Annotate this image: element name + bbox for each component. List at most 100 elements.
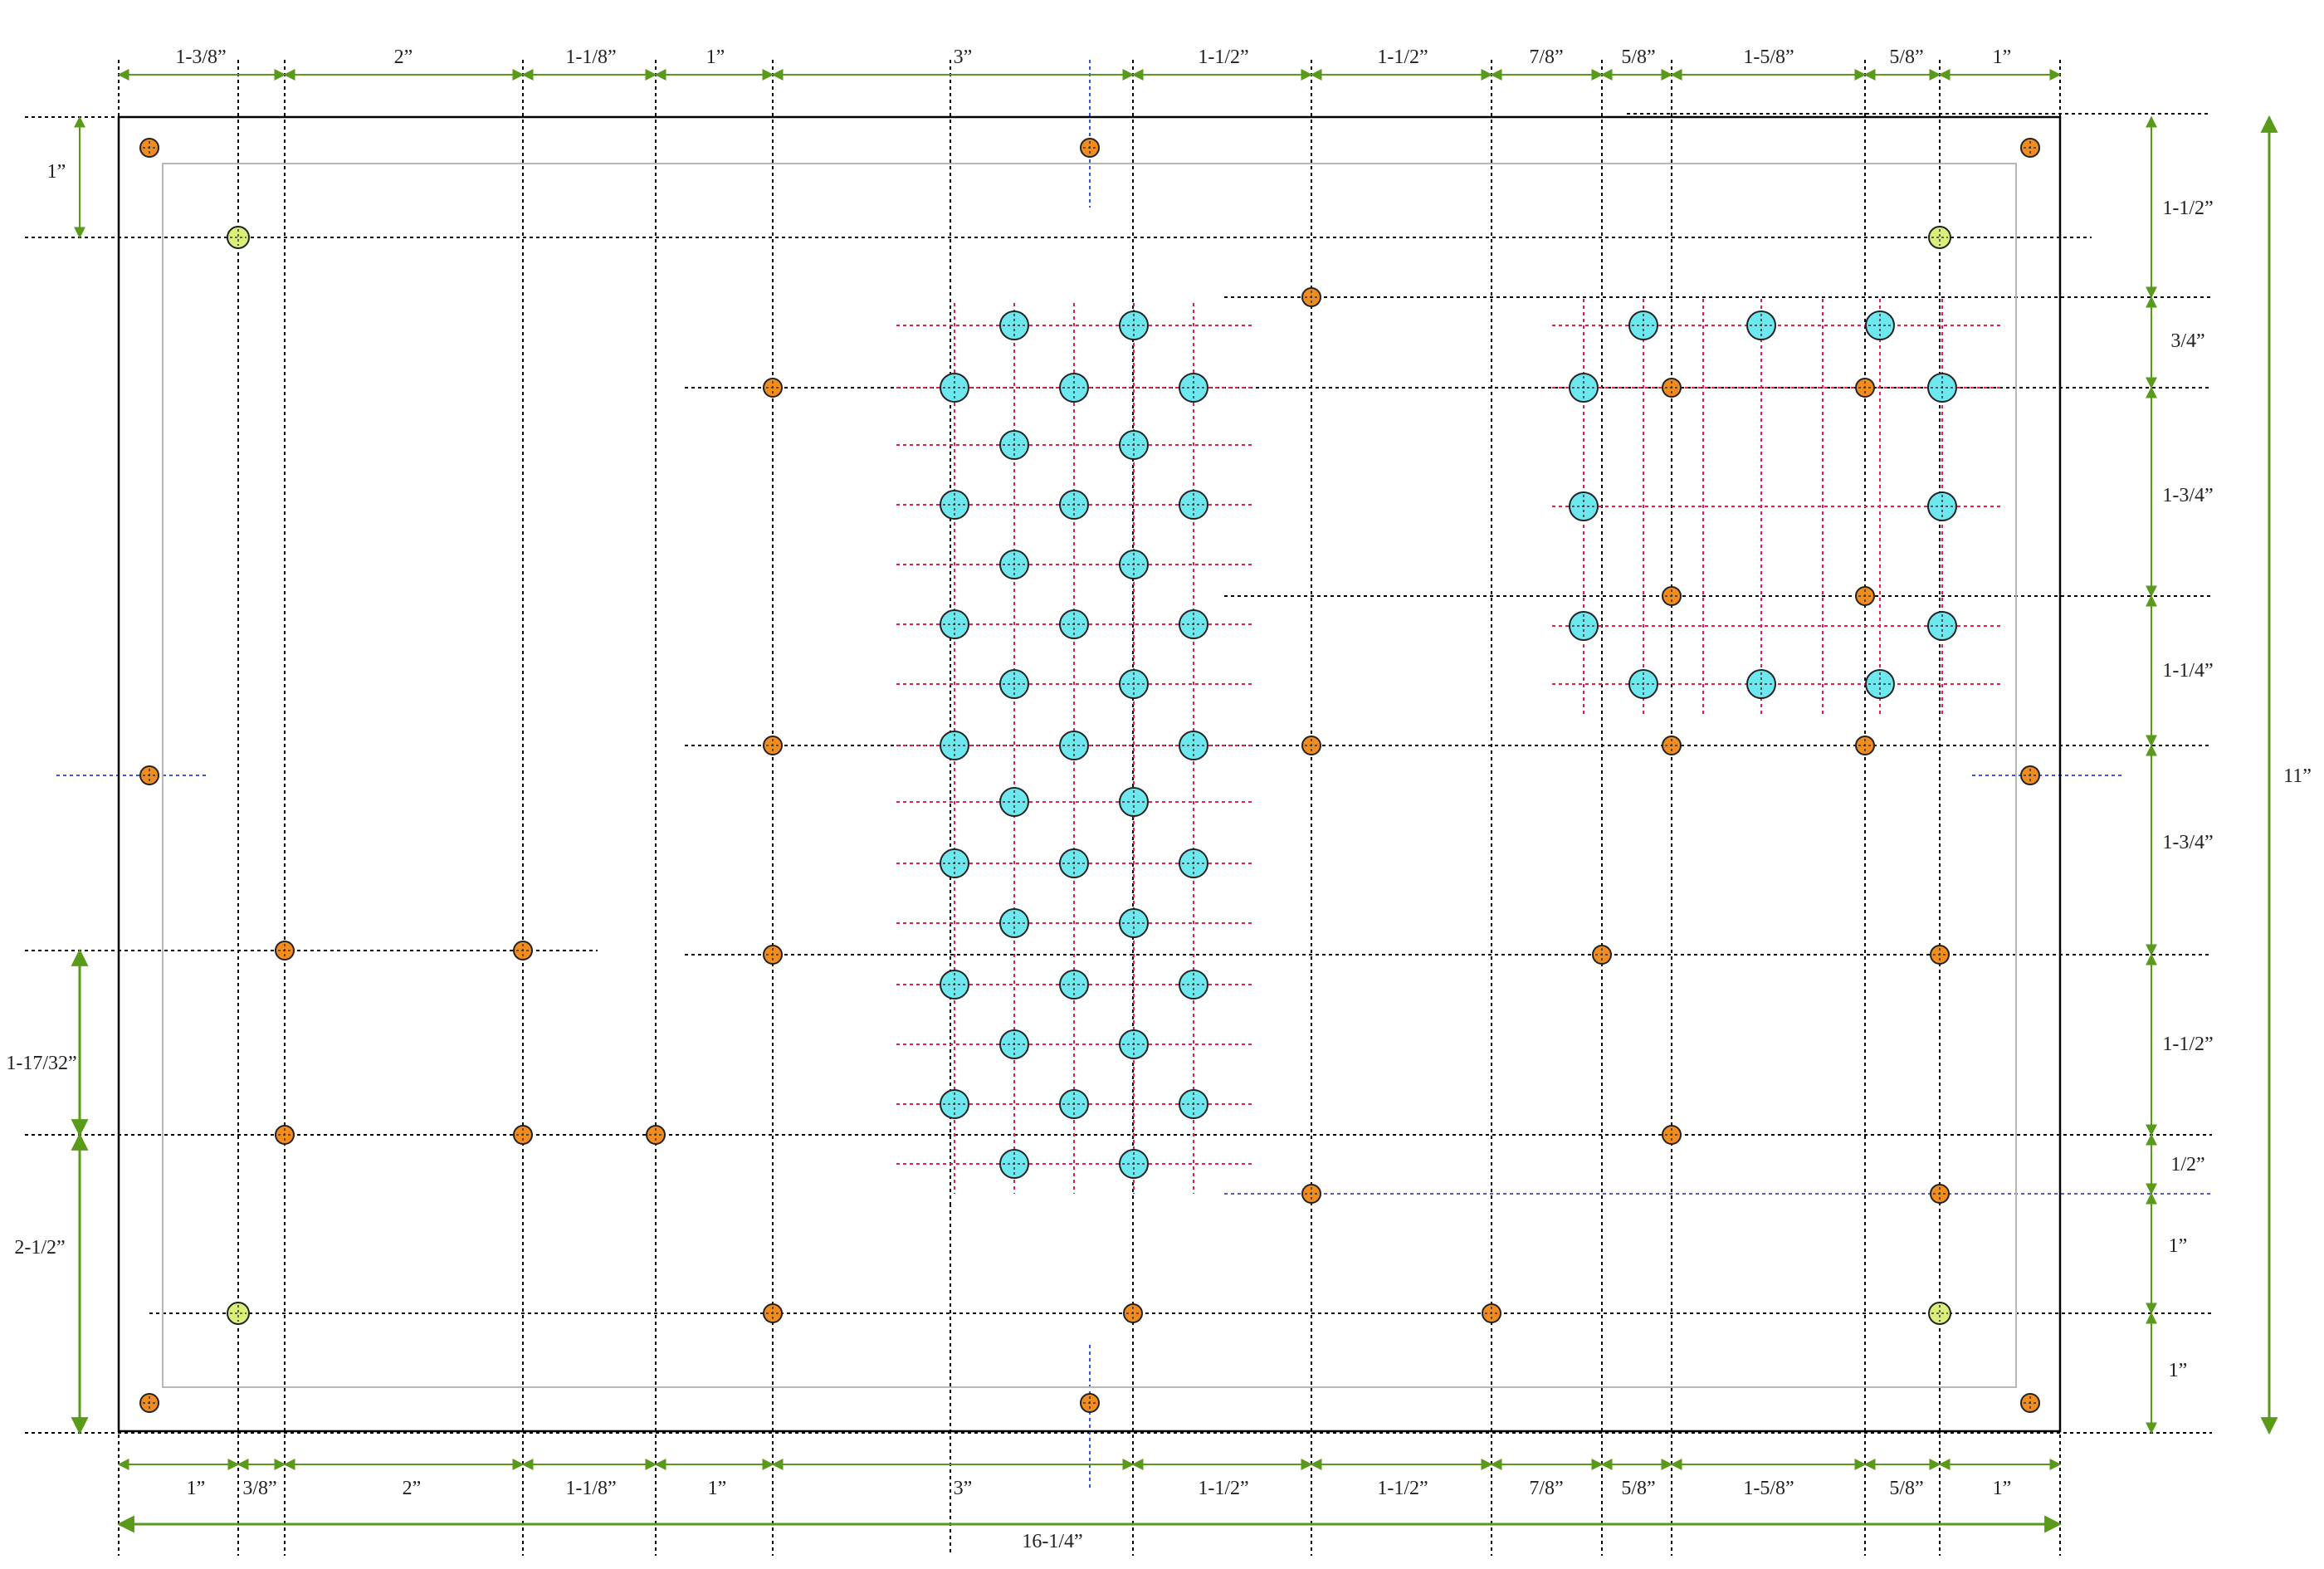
dimension-arrows (71, 69, 2278, 1533)
mount-hole (1662, 586, 1682, 606)
mount-hole (1301, 1184, 1321, 1204)
top-dim-label: 3” (954, 46, 973, 68)
right-dim-label: 1/2” (2170, 1154, 2204, 1176)
mount-hole (1592, 945, 1612, 965)
key-hole (1179, 609, 1208, 639)
mount-hole (139, 138, 159, 158)
alignment-hole-body (1928, 1302, 1951, 1325)
key-hole (1119, 430, 1149, 460)
key-hole (1179, 1089, 1208, 1119)
bottom-dim-label: 5/8” (1889, 1478, 1923, 1499)
mount-hole (1123, 1303, 1143, 1323)
key-hole (940, 848, 969, 878)
bottom-dim-label: 1-1/2” (1198, 1478, 1248, 1499)
key-hole (1865, 310, 1895, 340)
key-hole (1059, 490, 1089, 520)
alignment-hole (227, 226, 250, 249)
right-dim-label: 1” (2169, 1360, 2188, 1381)
key-hole (999, 550, 1029, 579)
right-dim-label: 1-1/2” (2162, 1034, 2213, 1055)
key-hole (999, 787, 1029, 817)
mount-hole (763, 1303, 783, 1323)
key-hole (1179, 373, 1208, 403)
alignment-hole-body (227, 226, 250, 249)
key-hole (1628, 310, 1658, 340)
mount-hole (139, 765, 159, 785)
key-hole (999, 1149, 1029, 1179)
bottom-dim-label: 5/8” (1621, 1478, 1655, 1499)
bottom-dim-label: 7/8” (1529, 1478, 1563, 1499)
key-hole (1746, 669, 1776, 699)
top-dim-label: 1-5/8” (1743, 46, 1794, 68)
key-hole (940, 609, 969, 639)
key-hole (1119, 550, 1149, 579)
key-hole (1179, 731, 1208, 760)
mount-hole (1855, 586, 1875, 606)
top-dim-label: 7/8” (1529, 46, 1563, 68)
key-hole (1119, 787, 1149, 817)
mount-hole (1482, 1303, 1501, 1323)
mount-hole (1930, 945, 1950, 965)
key-hole (940, 1089, 969, 1119)
mount-hole (513, 941, 533, 960)
mount-hole (1080, 1393, 1100, 1413)
bottom-dim-label: 1” (187, 1478, 206, 1499)
key-hole (1059, 731, 1089, 760)
right-dim-label: 1-1/4” (2162, 660, 2213, 682)
key-hole (940, 490, 969, 520)
bottom-dim-label: 3” (954, 1478, 973, 1499)
bottom-dim-label: 3/8” (242, 1478, 276, 1499)
overall-width-label: 16-1/4” (1022, 1531, 1082, 1552)
bottom-dim-label: 1-5/8” (1743, 1478, 1794, 1499)
mount-hole (1855, 736, 1875, 755)
key-hole (1119, 1149, 1149, 1179)
mount-hole (2020, 765, 2040, 785)
key-hole (999, 430, 1029, 460)
top-dim-label: 1” (1993, 46, 2012, 68)
mount-hole (763, 945, 783, 965)
key-hole (1927, 373, 1957, 403)
key-hole (1119, 1029, 1149, 1059)
left-dim-label: 1-17/32” (6, 1053, 76, 1074)
guide-lines (25, 60, 2212, 1556)
key-hole (999, 908, 1029, 938)
bottom-dim-label: 1-1/2” (1377, 1478, 1428, 1499)
key-hole (1927, 611, 1957, 641)
overall-height-label: 11” (2283, 765, 2312, 787)
mount-hole (1855, 378, 1875, 398)
key-hole (1059, 848, 1089, 878)
top-dim-label: 1-1/8” (565, 46, 616, 68)
bottom-dim-label: 2” (403, 1478, 422, 1499)
right-dim-label: 1-1/2” (2162, 198, 2213, 219)
key-hole (940, 970, 969, 1000)
key-hole (1927, 491, 1957, 521)
top-dim-label: 2” (394, 46, 413, 68)
key-hole (1865, 669, 1895, 699)
right-dim-label: 1-3/4” (2162, 485, 2213, 506)
key-hole (1059, 609, 1089, 639)
mount-hole (275, 941, 295, 960)
mount-hole (763, 378, 783, 398)
key-hole (1179, 490, 1208, 520)
mount-hole (1662, 736, 1682, 755)
key-hole (1119, 669, 1149, 699)
left-dim-label: 2-1/2” (14, 1237, 65, 1259)
bottom-dim-label: 1-1/8” (565, 1478, 616, 1499)
mount-hole (1662, 1125, 1682, 1145)
top-dim-label: 5/8” (1889, 46, 1923, 68)
top-dim-label: 1-3/8” (175, 46, 226, 68)
mount-hole (1930, 1184, 1950, 1204)
right-dim-label: 1-3/4” (2162, 832, 2213, 853)
key-hole (1746, 310, 1776, 340)
bottom-dim-label: 1” (1993, 1478, 2012, 1499)
mount-hole (275, 1125, 295, 1145)
inner-outline (162, 163, 2017, 1388)
mount-hole (2020, 138, 2040, 158)
key-hole (940, 373, 969, 403)
key-hole (1059, 1089, 1089, 1119)
alignment-hole (1928, 1302, 1951, 1325)
holes (139, 138, 2040, 1413)
key-hole (1179, 848, 1208, 878)
mount-hole (763, 736, 783, 755)
bottom-dim-label: 1” (708, 1478, 727, 1499)
